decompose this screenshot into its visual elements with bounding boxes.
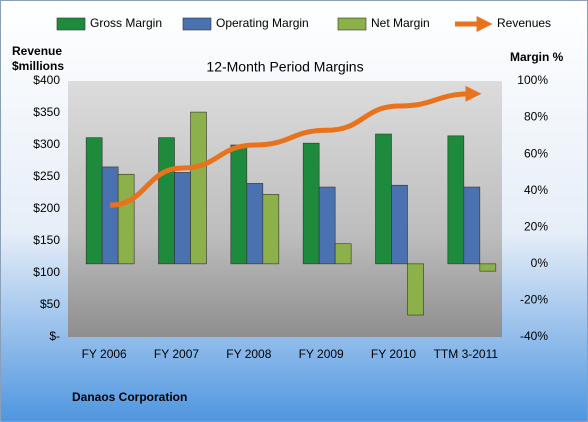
y-tick-label: $400 (33, 73, 60, 87)
bar (391, 184, 408, 265)
bar (375, 133, 392, 265)
bar (447, 135, 465, 265)
bar (174, 172, 191, 265)
y2-tick-label: 80% (524, 110, 548, 124)
bar (318, 186, 336, 265)
x-tick-label: FY 2010 (371, 347, 416, 361)
legend-label: Revenues (497, 16, 551, 30)
legend-label: Net Margin (371, 16, 430, 30)
y-tick-label: $150 (33, 233, 60, 247)
y-axis-label: Revenue (12, 44, 62, 58)
y2-axis-label: Margin % (510, 50, 564, 64)
y-tick-label: $200 (33, 201, 60, 215)
y-tick-label: $250 (33, 169, 60, 183)
x-tick-label: FY 2006 (82, 347, 127, 361)
y-tick-label: $50 (40, 297, 60, 311)
footer: Danaos Corporation (72, 390, 187, 404)
legend-swatch (182, 17, 212, 31)
revenue-line (110, 85, 482, 208)
x-tick-label: FY 2007 (154, 347, 199, 361)
bar (302, 142, 320, 265)
y2-tick-label: -20% (520, 293, 548, 307)
legend-label: Gross Margin (90, 16, 162, 30)
legend-label: Operating Margin (216, 16, 309, 30)
legend-swatch (56, 17, 86, 31)
y-tick-label: $300 (33, 137, 60, 151)
x-tick-label: FY 2008 (226, 347, 271, 361)
x-tick-label: TTM 3-2011 (434, 347, 499, 361)
bar (463, 186, 481, 265)
y-tick-label: $100 (33, 265, 60, 279)
plot-area (68, 81, 502, 337)
bar (158, 137, 175, 265)
bar (262, 194, 280, 265)
bar (101, 166, 119, 265)
y-tick-label: $- (49, 329, 60, 343)
y2-tick-label: 60% (524, 146, 548, 160)
bar (85, 137, 103, 265)
bar (230, 144, 248, 265)
y-tick-label: $350 (33, 105, 60, 119)
y2-tick-label: -40% (520, 329, 548, 343)
bar (190, 111, 207, 265)
bar (117, 173, 135, 265)
x-tick-label: FY 2009 (299, 347, 344, 361)
y2-tick-label: 20% (524, 219, 548, 233)
y2-tick-label: 0% (531, 256, 549, 270)
y-axis-label: $millions (12, 59, 64, 73)
legend-swatch (337, 17, 367, 31)
bar (407, 263, 424, 316)
bar (334, 243, 352, 265)
y2-tick-label: 40% (524, 183, 548, 197)
y2-tick-label: 100% (517, 73, 548, 87)
bar (479, 263, 497, 272)
bar (246, 183, 264, 265)
chart-title: 12-Month Period Margins (206, 59, 363, 75)
